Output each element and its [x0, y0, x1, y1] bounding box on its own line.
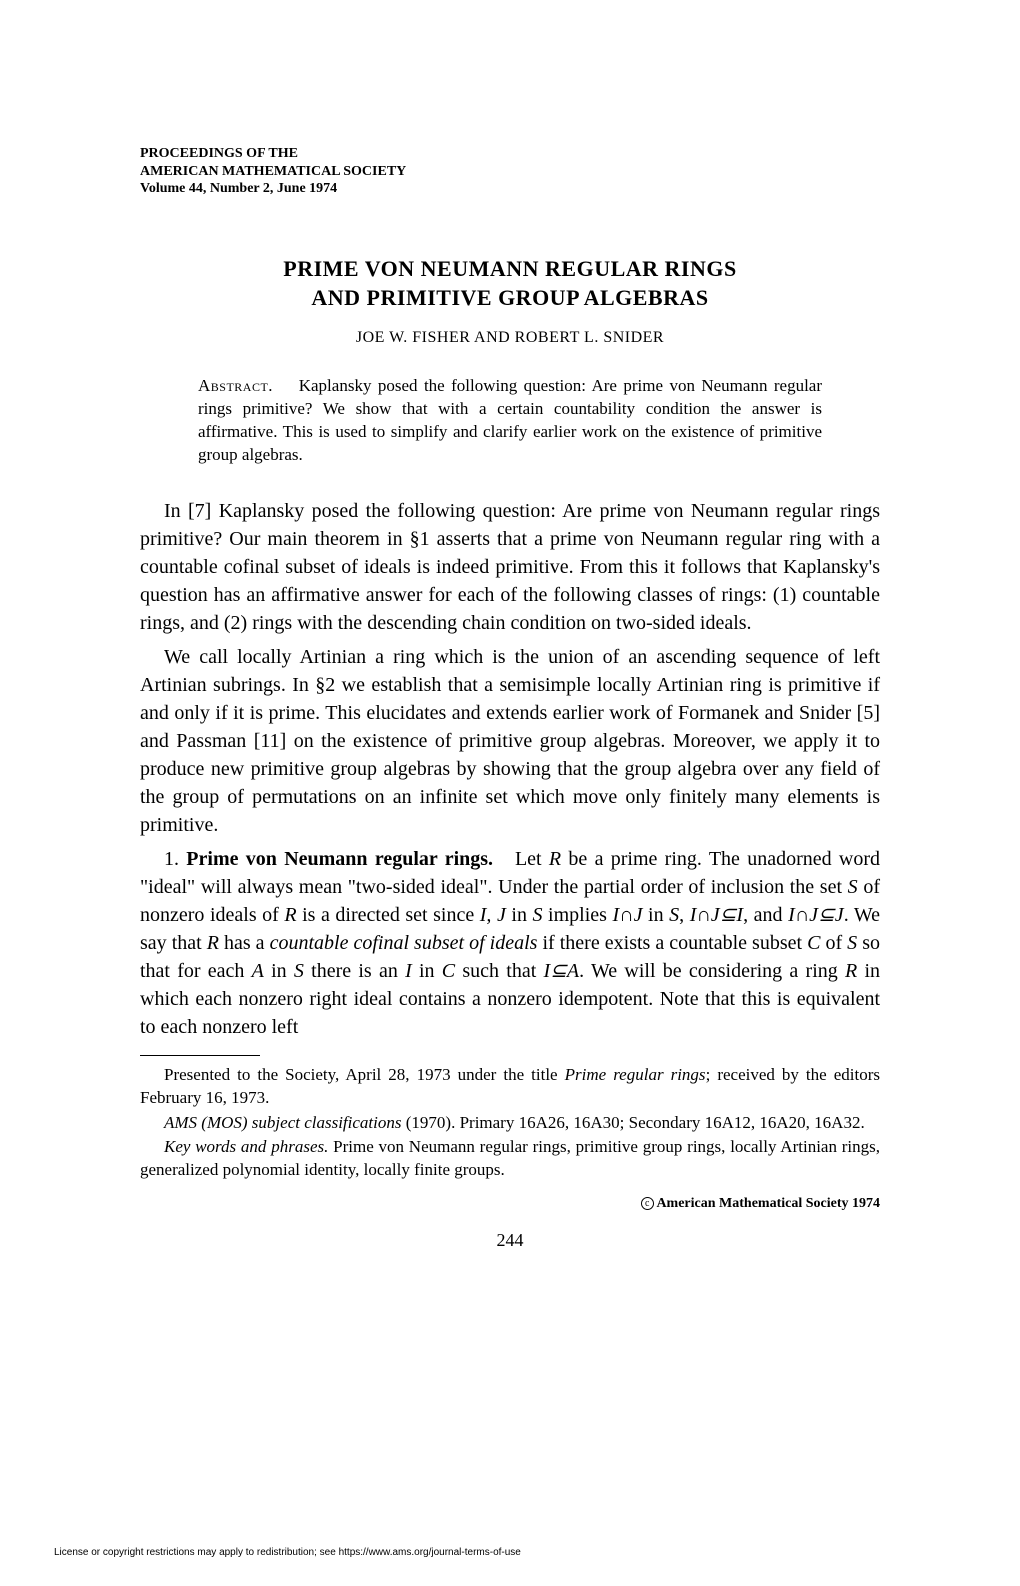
math-S5: S: [294, 960, 304, 982]
section-1-paragraph: 1. Prime von Neumann regular rings. Let …: [140, 845, 880, 1041]
math-R: R: [549, 848, 561, 870]
math-A: A: [252, 960, 264, 982]
f2-b: (1970). Primary 16A26, 16A30; Secondary …: [402, 1113, 865, 1132]
abstract: Abstract. Kaplansky posed the following …: [198, 375, 822, 467]
math-IcapJsubJ: I∩J⊆J: [788, 904, 844, 926]
title-line-1: PRIME VON NEUMANN REGULAR RINGS: [140, 254, 880, 284]
math-R2: R: [284, 904, 296, 926]
p3-t8: , and: [743, 904, 788, 926]
p3-t5: in: [506, 904, 533, 926]
math-S: S: [848, 876, 858, 898]
copyright-text: American Mathematical Society 1974: [654, 1196, 880, 1211]
p3-italic-term: countable cofinal subset of ideals: [270, 932, 538, 954]
footnote-rule: [140, 1055, 260, 1056]
intro-paragraph-1: In [7] Kaplansky posed the following que…: [140, 497, 880, 637]
header-line-3: Volume 44, Number 2, June 1974: [140, 180, 880, 198]
math-IcapJ: I∩J: [613, 904, 643, 926]
math-IcapJsubI: I∩J⊆I: [690, 904, 743, 926]
f1-title: Prime regular rings: [565, 1065, 706, 1084]
p3-t15: there is an: [304, 960, 405, 982]
math-R3: R: [207, 932, 219, 954]
license-footer: License or copyright restrictions may ap…: [54, 1547, 521, 1558]
f1-a: Presented to the Society, April 28, 1973…: [164, 1065, 565, 1084]
journal-header: PROCEEDINGS OF THE AMERICAN MATHEMATICAL…: [140, 145, 880, 198]
page-number: 244: [140, 1230, 880, 1251]
math-I: I: [405, 960, 412, 982]
p3-t17: such that: [455, 960, 543, 982]
p3-t12: of: [820, 932, 847, 954]
p3-t10: has a: [219, 932, 270, 954]
p3-t16: in: [412, 960, 442, 982]
abstract-text: Kaplansky posed the following question: …: [198, 376, 822, 464]
p3-t11: if there exists a countable subset: [537, 932, 807, 954]
footnote-ams: AMS (MOS) subject classifications (1970)…: [140, 1112, 880, 1135]
math-IsubA: I⊆A: [544, 960, 580, 982]
footnote-keywords: Key words and phrases. Prime von Neumann…: [140, 1136, 880, 1182]
intro-paragraph-2: We call locally Artinian a ring which is…: [140, 643, 880, 839]
authors: JOE W. FISHER AND ROBERT L. SNIDER: [140, 329, 880, 347]
math-C2: C: [442, 960, 455, 982]
math-C: C: [807, 932, 820, 954]
math-S3: S: [669, 904, 679, 926]
title-line-2: AND PRIMITIVE GROUP ALGEBRAS: [140, 283, 880, 313]
math-S2: S: [533, 904, 543, 926]
copyright-icon: c: [641, 1197, 654, 1210]
p3-t18: . We will be considering a ring: [579, 960, 845, 982]
p3-t14: in: [264, 960, 294, 982]
f2-label: AMS (MOS) subject classifications: [164, 1113, 402, 1132]
header-line-1: PROCEEDINGS OF THE: [140, 145, 880, 163]
header-line-2: AMERICAN MATHEMATICAL SOCIETY: [140, 163, 880, 181]
p3-t1: Let: [515, 848, 549, 870]
p3-t4: is a directed set since: [297, 904, 480, 926]
p3-t6: implies: [543, 904, 613, 926]
section-number: 1.: [164, 848, 179, 870]
section-heading: Prime von Neumann regular rings.: [186, 848, 493, 870]
f3-label: Key words and phrases.: [164, 1137, 328, 1156]
math-IJ: I, J: [480, 904, 506, 926]
math-R4: R: [845, 960, 857, 982]
math-S4: S: [847, 932, 857, 954]
abstract-label: Abstract.: [198, 376, 273, 395]
footnote-presented: Presented to the Society, April 28, 1973…: [140, 1064, 880, 1110]
copyright-line: c American Mathematical Society 1974: [140, 1196, 880, 1212]
page-content: PROCEEDINGS OF THE AMERICAN MATHEMATICAL…: [0, 0, 1020, 1291]
paper-title: PRIME VON NEUMANN REGULAR RINGS AND PRIM…: [140, 254, 880, 313]
p3-t7: in: [642, 904, 669, 926]
